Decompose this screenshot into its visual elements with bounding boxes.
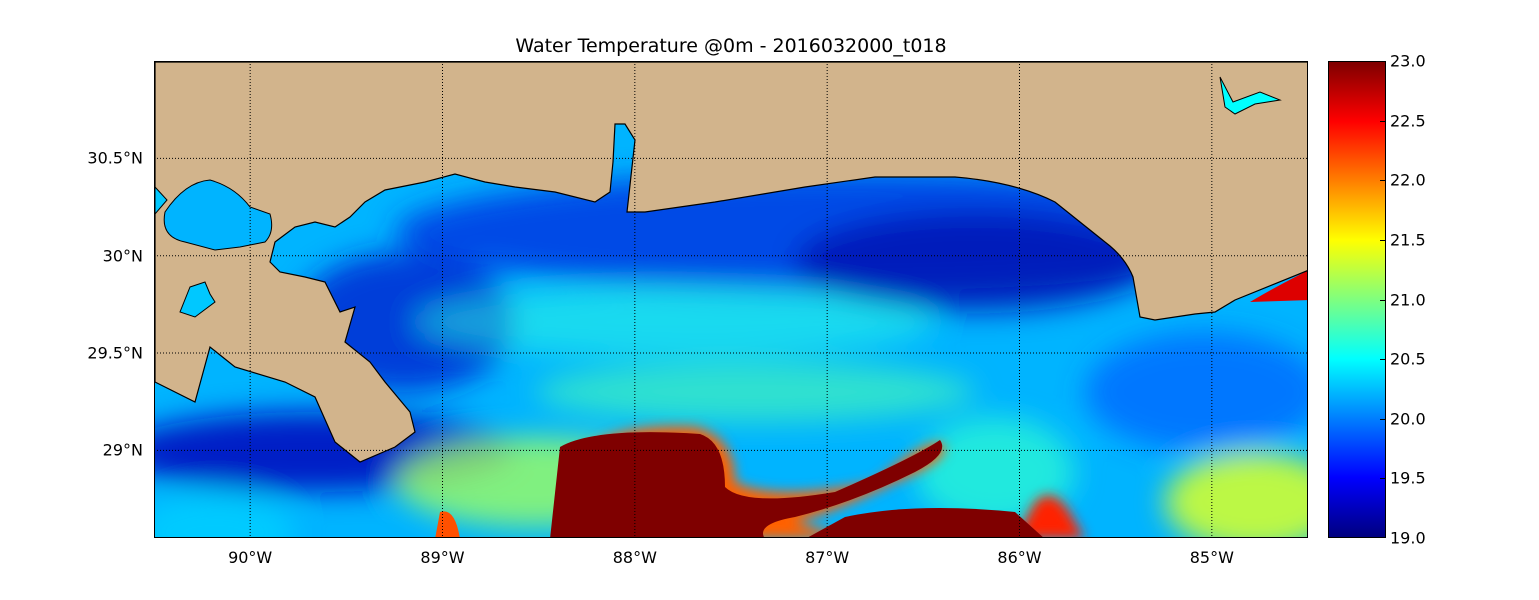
- map-gridlines: [154, 61, 1308, 538]
- warm-core-west: [435, 511, 460, 537]
- warm-core-east: [808, 508, 1043, 537]
- latitude-tick-label: 29°N: [102, 440, 143, 460]
- longitude-tick-label: 88°W: [612, 548, 657, 567]
- colorbar-tick-mark: [1380, 537, 1386, 538]
- colorbar-tick-label: 22.0: [1390, 170, 1426, 190]
- colorbar-tick-label: 21.5: [1390, 230, 1426, 250]
- colorbar-tick-mark: [1380, 120, 1386, 122]
- longitude-tick-label: 85°W: [1189, 548, 1234, 567]
- map-title: Water Temperature @0m - 2016032000_t018: [515, 35, 947, 57]
- colorbar-tick-label: 21.0: [1390, 290, 1426, 309]
- colorbar-tick-label: 20.0: [1390, 409, 1426, 429]
- longitude-tick-label: 86°W: [997, 548, 1042, 567]
- lake-small: [179, 281, 216, 318]
- latitude-tick-label: 29.5°N: [87, 343, 143, 363]
- latitude-tick-label: 30.5°N: [87, 148, 143, 168]
- colorbar-tick-label: 19.5: [1390, 468, 1426, 488]
- colorbar-tick-label: 19.0: [1390, 528, 1426, 548]
- warm-core: [550, 432, 943, 537]
- colorbar-tick-label: 23.0: [1390, 51, 1426, 71]
- temperature-map: [155, 62, 1307, 537]
- colorbar-tick-mark: [1380, 418, 1386, 420]
- longitude-tick-label: 90°W: [228, 548, 273, 567]
- map-plot-area: [154, 61, 1308, 538]
- colorbar-tick-mark: [1380, 359, 1386, 361]
- longitude-tick-label: 89°W: [420, 548, 465, 567]
- lake-ne: [1219, 76, 1282, 115]
- colorbar-tick-mark: [1380, 180, 1386, 182]
- colorbar-tick-mark: [1380, 239, 1386, 241]
- colorbar-tick-mark: [1380, 478, 1386, 480]
- latitude-tick-label: 30°N: [102, 246, 143, 266]
- lake-west: [155, 186, 168, 215]
- lake-pontchartrain: [163, 179, 273, 251]
- colorbar-tick-label: 20.5: [1390, 349, 1426, 369]
- land: [155, 62, 1307, 463]
- colorbar: [1328, 61, 1386, 538]
- longitude-tick-label: 87°W: [805, 548, 850, 567]
- colorbar-tick-mark: [1380, 299, 1386, 301]
- colorbar-tick-label: 22.5: [1390, 111, 1426, 131]
- colorbar-tick-mark: [1380, 61, 1386, 62]
- warm-ne-corner: [1250, 271, 1307, 302]
